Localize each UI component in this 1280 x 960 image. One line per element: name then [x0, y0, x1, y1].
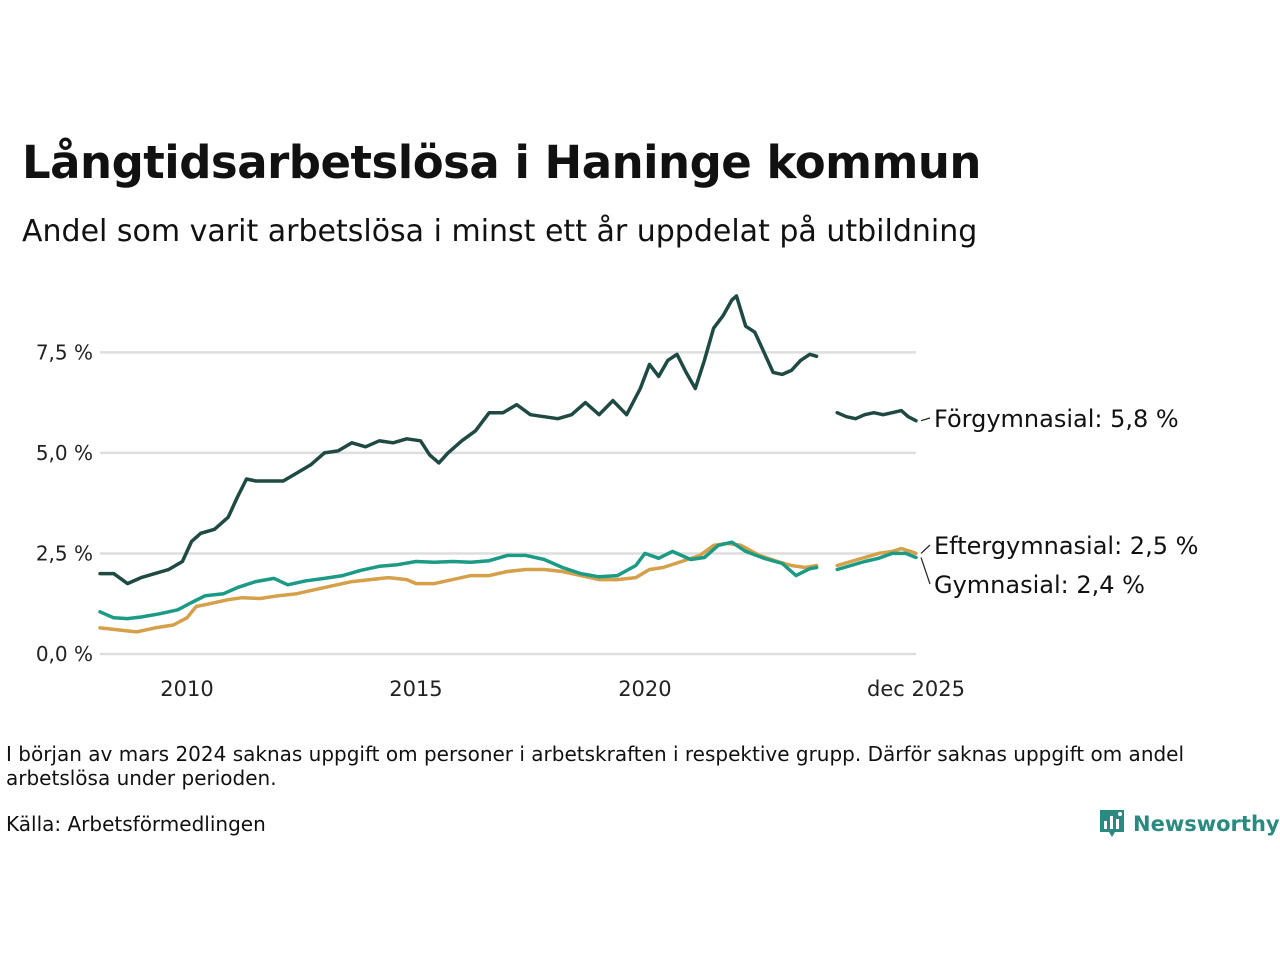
series-lines — [98, 294, 918, 634]
newsworthy-brand[interactable]: Newsworthy — [1099, 809, 1280, 839]
series-line-gymnasial — [835, 551, 918, 572]
series-line-eftergymnasial — [98, 541, 819, 634]
label-leader-line — [920, 544, 931, 554]
y-tick-label: 5,0 % — [36, 441, 93, 465]
series-end-labels: Förgymnasial: 5,8 % Eftergymnasial: 2,5 %… — [920, 405, 1198, 599]
series-line-förgymnasial — [98, 294, 819, 586]
grid-lines — [100, 351, 916, 656]
y-tick-label: 2,5 % — [36, 541, 93, 565]
series-line-gymnasial — [98, 540, 819, 621]
x-tick-label: 2010 — [160, 677, 213, 701]
y-tick-label: 7,5 % — [36, 340, 93, 364]
label-leader-line — [920, 417, 931, 422]
y-axis-ticks: 0,0 % 2,5 % 5,0 % 7,5 % — [36, 340, 93, 666]
y-tick-label: 0,0 % — [36, 642, 93, 666]
chart-subtitle: Andel som varit arbetslösa i minst ett å… — [22, 214, 978, 249]
x-tick-label: 2020 — [618, 677, 671, 701]
x-tick-label: 2015 — [389, 677, 442, 701]
source-text: Källa: Arbetsförmedlingen — [6, 812, 266, 836]
series-label-eftergymnasial: Eftergymnasial: 2,5 % — [934, 532, 1198, 560]
series-line-förgymnasial — [835, 408, 918, 423]
x-axis-ticks: 2010 2015 2020 dec 2025 — [160, 677, 965, 701]
newsworthy-logo-icon — [1100, 810, 1124, 837]
series-label-förgymnasial: Förgymnasial: 5,8 % — [934, 405, 1179, 433]
footnote: I början av mars 2024 saknas uppgift om … — [6, 742, 1185, 790]
chart-title: Långtidsarbetslösa i Haninge kommun — [22, 136, 981, 189]
series-label-gymnasial: Gymnasial: 2,4 % — [934, 571, 1145, 599]
line-chart: 0,0 % 2,5 % 5,0 % 7,5 % 2010 2015 2020 dec 202… — [36, 294, 1198, 701]
x-tick-label: dec 2025 — [867, 677, 965, 701]
label-leader-line — [920, 557, 931, 585]
series-line-eftergymnasial — [835, 546, 918, 568]
brand-name: Newsworthy — [1133, 812, 1280, 836]
